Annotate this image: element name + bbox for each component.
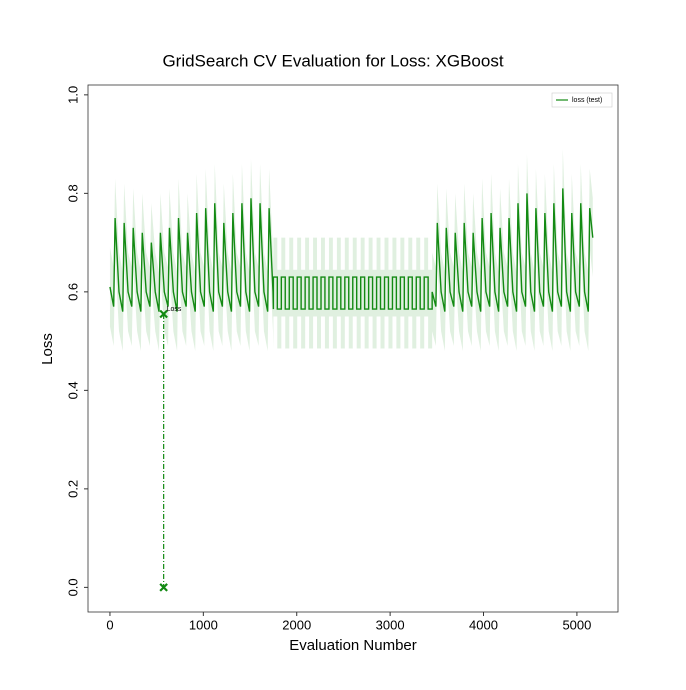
y-tick-label: 1.0: [65, 86, 80, 104]
chart-title: GridSearch CV Evaluation for Loss: XGBoo…: [162, 51, 503, 70]
y-tick-label: 0.8: [65, 184, 80, 202]
best-marker: [159, 309, 168, 319]
y-axis-label: Loss: [39, 333, 56, 365]
x-tick-label: 1000: [189, 617, 218, 632]
loss-line: [109, 188, 594, 312]
x-tick-label: 0: [106, 617, 113, 632]
y-tick-label: 0.6: [65, 283, 80, 301]
best-label: Loss: [167, 306, 182, 313]
x-tick-label: 2000: [282, 617, 311, 632]
y-tick-label: 0.2: [65, 480, 80, 498]
y-tick-label: 0.4: [65, 381, 80, 399]
legend-label: loss (test): [572, 97, 602, 104]
plot-frame: [87, 84, 619, 613]
legend-box: [551, 92, 613, 108]
x-tick-label: 5000: [562, 617, 591, 632]
best-marker: [159, 583, 168, 592]
x-tick-label: 3000: [376, 617, 405, 632]
x-tick-label: 4000: [469, 617, 498, 632]
y-tick-label: 0.0: [65, 578, 80, 596]
x-axis-label: Evaluation Number: [289, 637, 417, 654]
